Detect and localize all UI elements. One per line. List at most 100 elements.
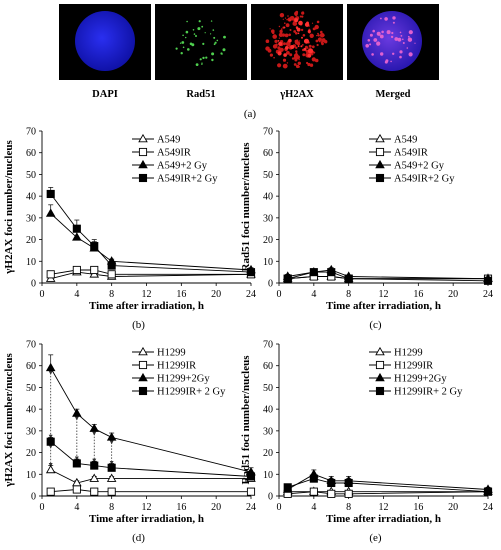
focus-dot bbox=[290, 45, 295, 49]
focus-dot bbox=[305, 54, 308, 57]
focus-dot bbox=[211, 52, 215, 56]
x-tick-label: 24 bbox=[246, 502, 256, 513]
data-point bbox=[107, 487, 116, 496]
focus-dot bbox=[300, 45, 303, 48]
focus-dot bbox=[392, 21, 395, 24]
data-point bbox=[309, 487, 318, 496]
legend-label: H1299IR+ 2 Gy bbox=[157, 387, 226, 398]
focus-dot bbox=[365, 44, 370, 48]
focus-dot bbox=[198, 20, 201, 23]
y-tick-label: 50 bbox=[263, 170, 273, 181]
focus-dot bbox=[324, 40, 328, 44]
legend-entry: H1299IR+ 2 Gy bbox=[132, 387, 226, 398]
focus-dot bbox=[193, 33, 196, 35]
focus-dot bbox=[320, 30, 323, 34]
focus-dot bbox=[267, 48, 272, 53]
focus-dot bbox=[315, 39, 319, 43]
focus-dot bbox=[379, 34, 384, 39]
x-tick-label: 24 bbox=[483, 289, 493, 300]
legend-label: H1299 bbox=[157, 348, 186, 359]
focus-dot bbox=[367, 39, 371, 42]
focus-dot bbox=[197, 27, 201, 31]
data-point bbox=[106, 473, 117, 482]
y-tick-label: 50 bbox=[26, 383, 36, 394]
focus-dot bbox=[311, 22, 314, 24]
x-tick-label: 20 bbox=[211, 502, 221, 513]
focus-dot bbox=[213, 43, 216, 46]
data-point bbox=[375, 133, 385, 143]
y-tick-label: 70 bbox=[263, 340, 273, 351]
focus-dot bbox=[287, 15, 289, 17]
micro-label-gh2ax: γH2AX bbox=[279, 89, 314, 100]
focus-dot bbox=[321, 42, 324, 46]
focus-dot bbox=[314, 24, 319, 30]
focus-dot bbox=[293, 63, 297, 66]
focus-dot bbox=[306, 61, 309, 65]
y-tick-label: 40 bbox=[263, 192, 273, 203]
focus-dot bbox=[273, 56, 275, 59]
focus-dot bbox=[399, 31, 402, 34]
y-tick-label: 30 bbox=[263, 426, 273, 437]
focus-dot bbox=[287, 17, 292, 22]
focus-dot bbox=[279, 13, 285, 18]
focus-dot bbox=[293, 55, 299, 60]
focus-dot bbox=[381, 30, 384, 34]
legend-entry: H1299IR+ 2 Gy bbox=[369, 387, 463, 398]
focus-dot bbox=[285, 46, 289, 50]
focus-dot bbox=[278, 25, 281, 28]
x-tick-label: 4 bbox=[311, 289, 316, 300]
x-tick-label: 8 bbox=[109, 289, 114, 300]
data-point bbox=[72, 224, 81, 233]
data-point bbox=[375, 147, 385, 157]
focus-dot bbox=[195, 35, 197, 37]
data-point bbox=[45, 208, 56, 217]
focus-dot bbox=[402, 42, 405, 44]
focus-dot bbox=[294, 11, 298, 16]
legend-label: A549 bbox=[157, 135, 180, 146]
series-h1299ir bbox=[283, 487, 493, 498]
data-point bbox=[90, 242, 99, 251]
data-point bbox=[375, 159, 385, 169]
data-point bbox=[138, 372, 148, 382]
legend-label: A549+2 Gy bbox=[394, 161, 445, 172]
x-tick-label: 16 bbox=[413, 502, 423, 513]
focus-dot bbox=[307, 62, 311, 67]
focus-dot bbox=[277, 63, 282, 68]
focus-dot bbox=[390, 60, 392, 63]
y-axis-label: γH2AX foci number/nucleus bbox=[3, 140, 15, 275]
focus-dot bbox=[185, 30, 189, 34]
focus-dot bbox=[282, 18, 284, 20]
series-line bbox=[50, 469, 251, 484]
focus-dot bbox=[284, 22, 286, 25]
focus-dot bbox=[303, 47, 307, 51]
focus-dot bbox=[186, 20, 188, 23]
x-tick-label: 8 bbox=[109, 502, 114, 513]
y-tick-label: 20 bbox=[26, 448, 36, 459]
focus-dot bbox=[299, 15, 302, 18]
data-point bbox=[375, 360, 385, 370]
legend-entry: A549IR bbox=[369, 148, 428, 159]
focus-dot bbox=[369, 43, 372, 46]
data-point bbox=[46, 437, 55, 446]
x-tick-label: 8 bbox=[346, 289, 351, 300]
data-point bbox=[138, 173, 148, 183]
data-point bbox=[45, 464, 56, 474]
focus-dot bbox=[272, 34, 278, 39]
x-tick-label: 4 bbox=[311, 502, 316, 513]
focus-dot bbox=[322, 34, 325, 37]
data-point bbox=[107, 463, 116, 472]
focus-dot bbox=[214, 41, 217, 44]
focus-dot bbox=[284, 17, 287, 19]
y-tick-label: 70 bbox=[263, 127, 273, 138]
data-point bbox=[344, 489, 353, 498]
legend-label: A549 bbox=[394, 135, 417, 146]
focus-dot bbox=[307, 53, 312, 58]
panel-label-e: (e) bbox=[369, 532, 382, 544]
focus-dot bbox=[296, 39, 299, 42]
legend-entry: H1299 bbox=[132, 346, 186, 359]
y-tick-label: 20 bbox=[263, 448, 273, 459]
focus-dot bbox=[187, 48, 190, 51]
focus-dot bbox=[210, 33, 212, 35]
y-tick-label: 40 bbox=[26, 192, 36, 203]
